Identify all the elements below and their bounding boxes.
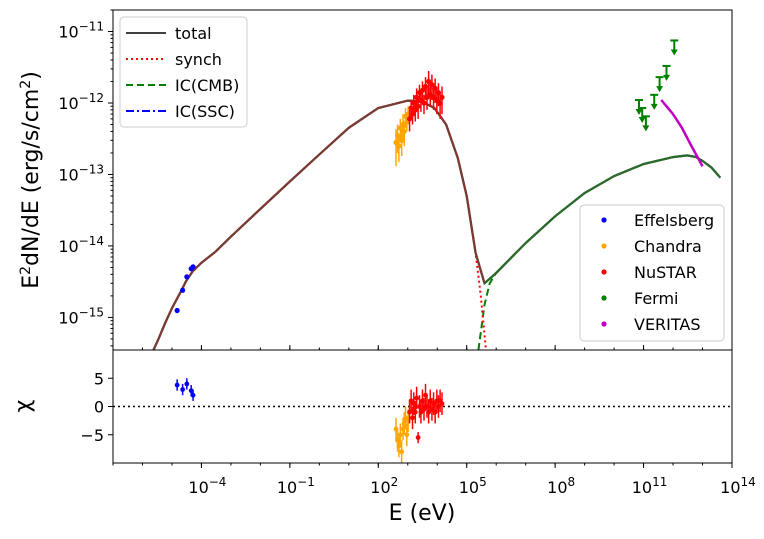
bottom-y-tick-label: 0 (94, 398, 104, 417)
chandra-point (396, 143, 402, 149)
bottom-y-axis-label: χ (11, 399, 36, 412)
top-y-tick-label: 10−15 (58, 305, 104, 327)
fermi-upper-limit-arrow (642, 125, 650, 132)
legend-label-ic-cmb: IC(CMB) (175, 76, 239, 95)
nustar-residual-point (410, 415, 415, 421)
nustar-point (439, 94, 445, 100)
effelsberg-residual-point (174, 382, 180, 388)
x-tick-label: 10−1 (277, 475, 315, 497)
data-legend-box (579, 204, 725, 342)
nustar-point (419, 87, 426, 94)
top-y-tick-label: 10−11 (58, 20, 104, 42)
x-tick-label: 105 (459, 475, 487, 497)
total-curve-ic-segment (483, 154, 722, 285)
chandra-residual-point (404, 432, 410, 438)
top-y-tick-label: 10−14 (58, 234, 104, 256)
effelsberg-residual-point (180, 387, 186, 392)
fermi-upper-limit-arrow (656, 86, 664, 93)
nustar-residual-point (412, 409, 418, 415)
x-tick-label: 10−4 (188, 475, 226, 497)
axes-ticks: 10−4 10−1 102 105 108 1011 1014 10−15 10−14 10−13… (58, 9, 756, 497)
legend-label-fermi: Fermi (634, 289, 679, 308)
nustar-residual-point (414, 395, 420, 401)
legend-label-total: total (175, 24, 212, 43)
chandra-point (401, 128, 407, 135)
effelsberg-point (190, 264, 196, 270)
fermi-upper-limit-arrow (638, 117, 646, 124)
nustar-residual-point (421, 406, 427, 412)
model-curves (152, 99, 722, 350)
data-legend: Effelsberg Chandra NuSTAR Fermi VERITAS (579, 204, 725, 342)
nustar-point (432, 85, 438, 92)
x-tick-label: 1011 (632, 475, 668, 497)
total-curve-synch-segment (152, 99, 486, 350)
fermi-upper-limit-arrow (670, 49, 678, 56)
top-y-tick-label: 10−12 (58, 91, 104, 113)
nustar-residual-point (415, 435, 421, 440)
x-tick-label: 108 (547, 475, 575, 497)
top-y-axis-label: E2dN/dE (erg/s/cm2) (18, 71, 44, 289)
legend-label-synch: synch (175, 50, 222, 69)
nustar-point (421, 100, 427, 106)
bottom-y-tick-label: 5 (94, 369, 104, 388)
legend-marker-nustar (601, 269, 607, 275)
legend-label-chandra: Chandra (634, 237, 702, 256)
model-legend: total synch IC(CMB) IC(SSC) (119, 16, 248, 128)
top-data-points (174, 39, 704, 314)
legend-label-effelsberg: Effelsberg (634, 211, 714, 230)
nustar-point (415, 103, 421, 109)
synch-curve (152, 99, 487, 350)
effelsberg-residual-point (190, 392, 196, 398)
fermi-upper-limit-arrow (650, 103, 658, 110)
legend-marker-veritas (601, 321, 607, 327)
legend-label-ic-ssc: IC(SSC) (175, 102, 235, 121)
legend-label-veritas: VERITAS (634, 315, 701, 334)
chandra-residual-point (399, 449, 405, 455)
top-y-tick-label: 10−13 (58, 162, 104, 184)
nustar-residual-point (439, 401, 445, 407)
fermi-upper-limit-arrow (663, 74, 671, 81)
nustar-point (422, 83, 429, 90)
model-legend-box (119, 16, 248, 128)
effelsberg-point (174, 307, 180, 314)
x-tick-label: 102 (370, 475, 398, 497)
legend-marker-fermi (601, 295, 607, 301)
effelsberg-point (184, 274, 190, 280)
effelsberg-residual-point (184, 381, 190, 387)
x-tick-label: 1014 (720, 475, 756, 497)
veritas-spectrum (660, 99, 704, 167)
legend-label-nustar: NuSTAR (634, 263, 697, 282)
nustar-point (426, 78, 432, 85)
x-axis-label: E (eV) (389, 501, 456, 526)
nustar-point (429, 82, 435, 88)
legend-marker-effelsberg (601, 217, 607, 223)
bottom-y-tick-label: −5 (80, 426, 104, 445)
chandra-residual-point (397, 432, 403, 438)
effelsberg-point (180, 287, 186, 293)
residual-points (113, 378, 732, 463)
legend-marker-chandra (601, 243, 607, 249)
fermi-upper-limit-arrow (635, 109, 643, 116)
